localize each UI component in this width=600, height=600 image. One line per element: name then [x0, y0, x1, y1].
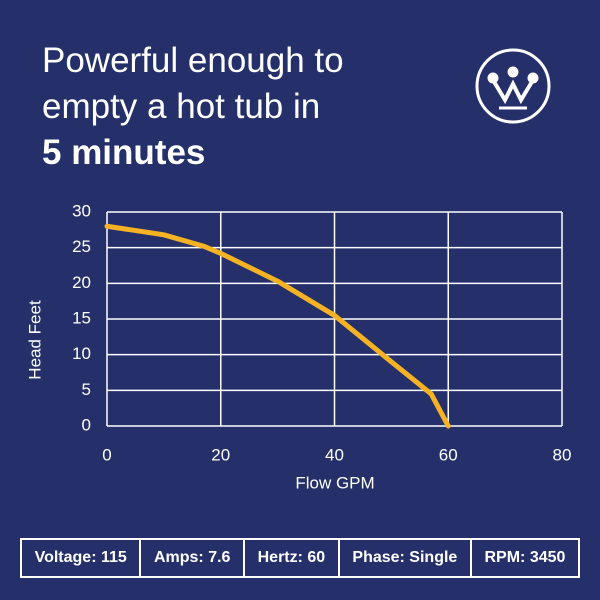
spec-cell: Hertz: 60: [245, 540, 338, 576]
spec-cell: RPM: 3450: [471, 540, 579, 576]
x-axis-label: Flow GPM: [295, 473, 374, 492]
title-emphasis: 5 minutes: [42, 133, 206, 172]
y-tick-label: 15: [72, 308, 91, 327]
spec-table: Voltage: 115 Amps: 7.6 Hertz: 60 Phase: Sin…: [20, 538, 580, 578]
logo: [475, 48, 551, 124]
title: Powerful enough to empty a hot tub in: [42, 41, 344, 126]
spec-cell: Phase: Single: [339, 540, 470, 576]
y-tick-label: 10: [72, 344, 91, 363]
x-tick-label: 60: [439, 445, 458, 464]
y-tick-label: 0: [82, 415, 91, 434]
curve: [104, 223, 451, 429]
y-tick-label: 25: [72, 237, 91, 256]
x-tick-label: 20: [211, 445, 230, 464]
y-axis-label: Head Feet: [25, 300, 44, 380]
y-tick-label: 5: [82, 380, 91, 399]
spec-cell: Voltage: 115: [22, 540, 140, 576]
y-tick-label: 20: [72, 273, 91, 292]
spec-cell: Amps: 7.6: [141, 540, 244, 576]
x-tick-label: 40: [325, 445, 344, 464]
x-tick-label: 0: [102, 445, 111, 464]
x-tick-label: 80: [553, 445, 572, 464]
y-tick-label: 30: [72, 201, 91, 220]
